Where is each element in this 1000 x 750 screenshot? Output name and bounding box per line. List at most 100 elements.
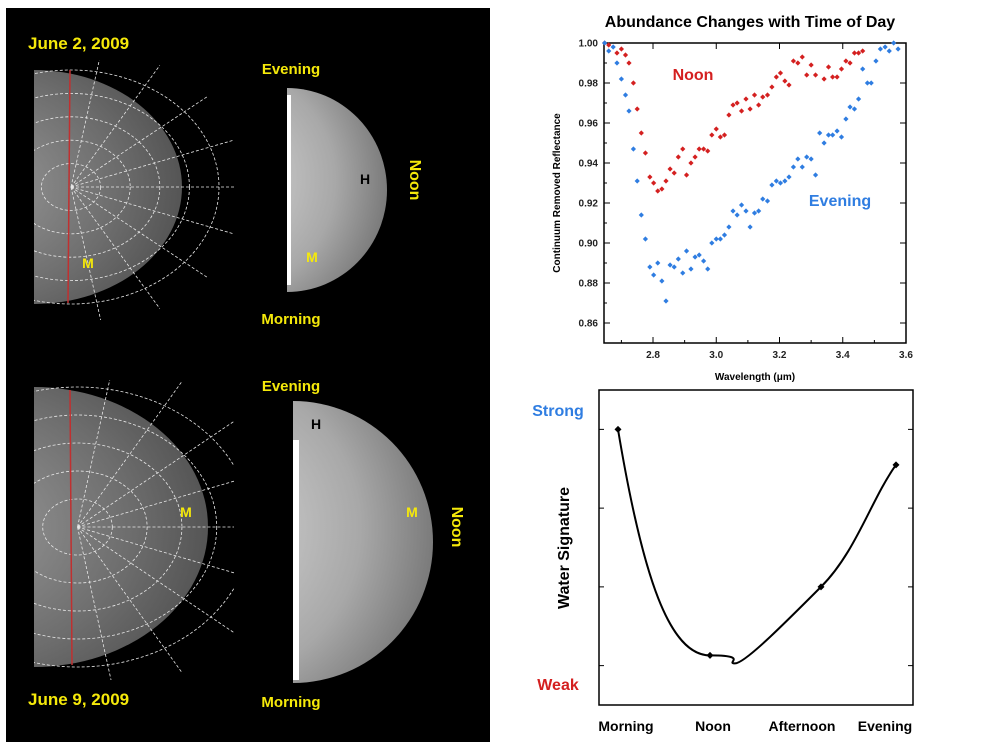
y-tick-label: 0.94 <box>579 159 599 170</box>
data-point-evening <box>671 264 677 270</box>
data-point-evening <box>730 208 736 214</box>
data-point-noon <box>851 50 858 56</box>
data-point-noon <box>683 172 690 178</box>
data-point-noon <box>808 62 814 68</box>
data-point <box>614 425 622 433</box>
date-label-bottom: June 9, 2009 <box>28 690 129 709</box>
data-point-evening <box>760 196 766 202</box>
data-point-evening <box>799 164 805 170</box>
category-label: Noon <box>695 718 731 734</box>
data-point-evening <box>882 44 888 50</box>
data-point-evening <box>834 128 840 134</box>
data-point-noon <box>614 50 620 56</box>
data-point-evening <box>860 66 866 72</box>
evening-label-bottom: Evening <box>262 378 320 395</box>
data-point-noon <box>638 130 644 136</box>
data-point-noon <box>680 146 686 152</box>
data-point-noon <box>696 146 702 152</box>
data-point-evening <box>634 178 640 184</box>
data-point-noon <box>773 74 779 80</box>
data-point-noon <box>626 60 632 66</box>
data-point-noon <box>786 82 792 88</box>
data-point-noon <box>790 58 797 64</box>
y-axis-label-2: Water Signature <box>556 487 573 609</box>
evening-label-top: Evening <box>262 61 320 78</box>
data-point-evening <box>804 154 810 160</box>
data-point-noon <box>782 78 788 84</box>
data-point-evening <box>877 46 883 52</box>
marker-m-bottom-right: M <box>406 504 418 520</box>
data-point <box>706 651 714 659</box>
data-point-evening <box>756 208 762 214</box>
data-point-evening <box>713 236 719 242</box>
data-point-evening <box>618 76 624 82</box>
data-point-evening <box>886 48 892 54</box>
data-point-noon <box>642 150 649 156</box>
data-point-noon <box>847 60 853 66</box>
data-point-noon <box>663 178 669 184</box>
data-point-noon <box>688 160 694 166</box>
data-point-evening <box>683 248 690 254</box>
marker-h-bottom: H <box>311 416 321 432</box>
data-point-noon <box>764 92 771 98</box>
data-point-evening <box>864 80 871 86</box>
moon-map-june-9 <box>34 380 234 680</box>
data-point-evening <box>614 60 620 66</box>
data-point-evening <box>895 46 901 52</box>
legend-noon: Noon <box>673 67 714 84</box>
data-point-evening <box>743 208 749 214</box>
data-point-evening <box>847 104 853 110</box>
data-point-noon <box>721 132 728 138</box>
data-point-evening <box>738 202 745 208</box>
plot-frame <box>603 42 907 344</box>
morning-label-bottom: Morning <box>261 694 320 711</box>
marker-m-top-left: M <box>82 255 94 271</box>
data-point-noon <box>659 186 665 192</box>
data-point-noon <box>726 112 732 118</box>
data-point-evening <box>747 224 753 230</box>
data-point-noon <box>769 84 775 90</box>
data-point-evening <box>606 48 612 54</box>
data-point-evening <box>626 108 632 114</box>
data-point-evening <box>734 212 740 218</box>
data-point-noon <box>834 74 840 80</box>
data-point-evening <box>696 252 702 258</box>
marker-h-top: H <box>360 171 370 187</box>
data-point-noon <box>830 74 836 80</box>
data-point-evening <box>795 156 801 162</box>
x-tick-label: 3.2 <box>773 350 787 361</box>
data-point-noon <box>618 46 624 52</box>
y-tick-label: 1.00 <box>579 39 599 50</box>
data-point-noon <box>743 96 749 102</box>
data-point-noon <box>705 148 711 154</box>
data-point-noon <box>825 64 832 70</box>
data-point-evening <box>821 140 827 146</box>
x-tick-label: 3.6 <box>899 350 913 361</box>
noon-label-bottom: Noon <box>448 507 465 548</box>
data-point-evening <box>709 240 715 246</box>
data-point-evening <box>675 256 681 262</box>
data-point-noon <box>717 134 723 140</box>
y-tick-label: 0.96 <box>579 119 599 130</box>
category-label: Morning <box>598 718 653 734</box>
data-point-evening <box>751 210 758 216</box>
data-point-noon <box>667 166 673 172</box>
date-label-top: June 2, 2009 <box>28 34 129 53</box>
data-point-noon <box>760 94 766 100</box>
data-point-noon <box>647 174 653 180</box>
morning-label-top: Morning <box>261 311 320 328</box>
data-point-noon <box>675 154 681 160</box>
data-point-noon <box>730 102 736 108</box>
data-point-evening <box>726 224 732 230</box>
reflectance-chart: Abundance Changes with Time of Day 2.8 3.… <box>552 14 913 383</box>
data-point-evening <box>642 236 649 242</box>
data-point-noon <box>860 48 866 54</box>
data-point-evening <box>721 232 728 238</box>
legend-evening: Evening <box>809 193 871 210</box>
x-axis-label: Wavelength (μm) <box>715 372 795 383</box>
data-point-noon <box>634 106 640 112</box>
water-signature-curve <box>617 429 897 665</box>
x-tick-label: 2.8 <box>646 350 660 361</box>
data-point-evening <box>838 134 845 140</box>
